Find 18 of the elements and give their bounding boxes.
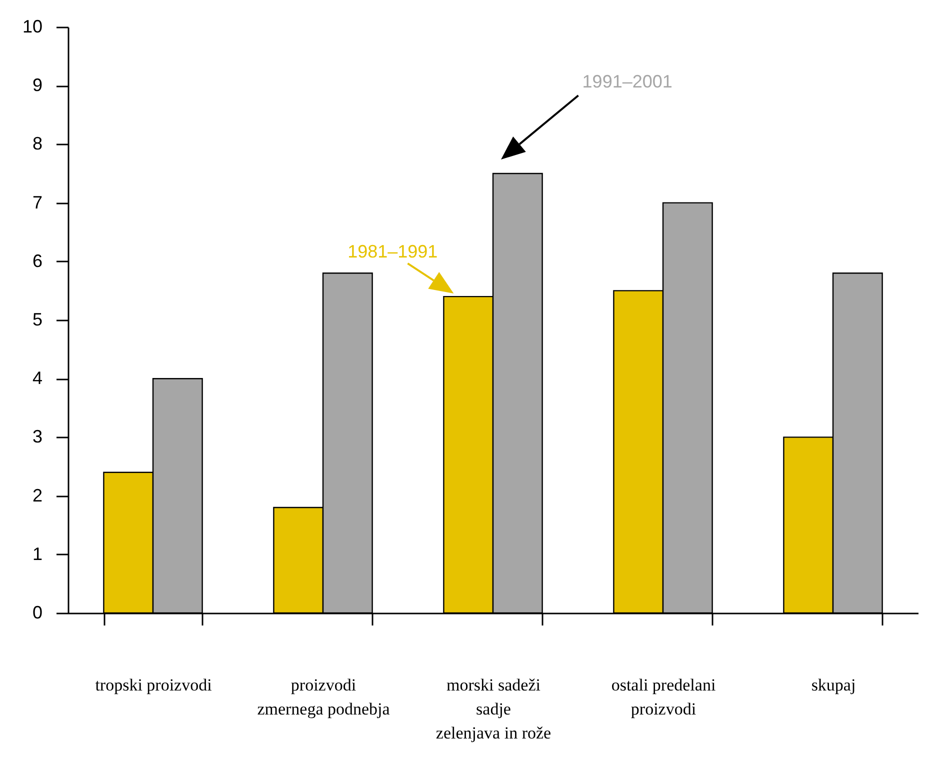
y-tick-label: 7 [32,192,42,212]
y-tick-label: 0 [32,602,42,622]
x-tick-label: ostali predelani proizvodi [611,676,716,718]
x-tick-label: tropski proizvodi [95,676,212,694]
series-label: 1981–1991 [348,241,438,262]
y-tick-label: 9 [32,75,42,96]
y-tick-label: 5 [32,310,42,330]
y-tick-label: 4 [32,368,42,388]
x-tick-label: skupaj [811,676,856,694]
y-tick-label: 6 [32,250,42,271]
y-tick-label: 8 [32,134,42,154]
x-tick-label: morski sadeži sadje zelenjava in rože [436,676,552,742]
y-tick-label: 3 [32,426,42,447]
y-tick-label: 1 [32,544,42,564]
y-tick-label: 10 [22,16,42,36]
text: 1991–2001 [582,71,672,92]
x-tick-label: proizvodi zmernega podnebja [257,676,390,718]
y-tick-label: 2 [32,485,42,506]
